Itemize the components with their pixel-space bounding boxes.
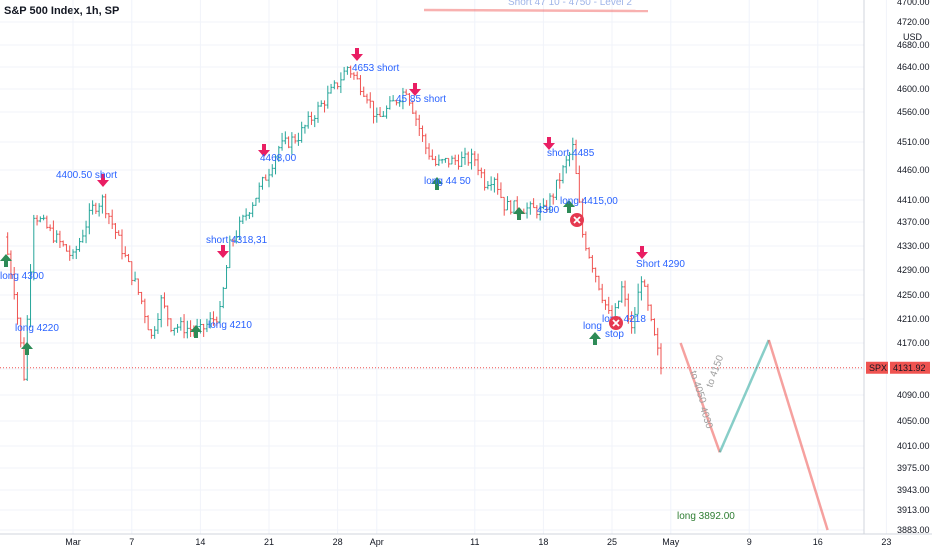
price-tick-label: 4050.00 [897, 416, 930, 426]
annotation-label: stop [605, 329, 624, 340]
projection-label: to 4050 [687, 370, 708, 406]
annotation-label: 4390 [537, 205, 560, 216]
price-tick-label: 3883.00 [897, 525, 930, 535]
short-arrow-icon [217, 245, 229, 258]
stop-cross-icon [573, 216, 581, 224]
time-tick-label: 21 [264, 537, 274, 547]
long-arrow-icon [21, 342, 33, 355]
annotation-label: long 44 50 [424, 176, 471, 187]
short-arrow-icon [258, 144, 270, 157]
long-arrow-icon [0, 254, 12, 267]
time-tick-label: 25 [607, 537, 617, 547]
annotation-label: short 4485 [547, 148, 595, 159]
annotation-label: long 4210 [208, 320, 252, 331]
level-line-label: Short 47 10 - 4750 - Level 2 [508, 0, 632, 8]
price-tick-label: 4600.00 [897, 84, 930, 94]
projection-label: 4030 [697, 406, 714, 431]
price-tick-label: 4680.00 [897, 40, 930, 50]
time-tick-label: May [662, 537, 680, 547]
annotation-label: Short 4290 [636, 259, 685, 270]
price-tick-label: 3975.00 [897, 463, 930, 473]
time-tick-label: 18 [538, 537, 548, 547]
time-tick-label: 23 [881, 537, 891, 547]
price-tick-label: 4330.00 [897, 241, 930, 251]
time-tick-label: 28 [333, 537, 343, 547]
short-arrow-icon [409, 83, 421, 96]
price-tick-label: 4560.00 [897, 107, 930, 117]
stop-cross-icon [612, 319, 620, 327]
projection-up-line [718, 339, 770, 453]
last-price-label: 4131.92 [893, 363, 926, 373]
projection-down-line [679, 342, 721, 453]
short-arrow-icon [636, 246, 648, 259]
chart-title: S&P 500 Index, 1h, SP [4, 5, 120, 17]
annotation-label: short 4318,31 [206, 235, 268, 246]
grid [0, 0, 887, 534]
short-arrow-icon [351, 48, 363, 61]
annotation-label: long 4220 [15, 323, 59, 334]
ohlc-bars [0, 65, 864, 381]
price-tick-label: 4290.00 [897, 265, 930, 275]
time-tick-label: Apr [370, 537, 384, 547]
level-line [423, 8, 649, 13]
long-arrow-icon [190, 325, 202, 338]
time-tick-label: 16 [813, 537, 823, 547]
annotations: 4400.50 short long 4300 long 4220 long 4210… [0, 48, 735, 522]
annotation-label: long 3892.00 [677, 511, 735, 522]
price-tick-label: 4510.00 [897, 137, 930, 147]
long-arrow-icon [589, 332, 601, 345]
price-tick-label: 4640.00 [897, 62, 930, 72]
price-axis-top-label: 4700.00 [897, 0, 930, 7]
annotation-label: 45 85 short [396, 94, 446, 105]
time-tick-label: 7 [129, 537, 134, 547]
projection-long-down-line [767, 339, 829, 531]
price-tick-label: 4410.00 [897, 195, 930, 205]
currency-label: USD [903, 32, 923, 42]
annotation-label: 4653 short [352, 63, 399, 74]
price-axis[interactable]: 4700.00 4720.00 4680.00 4640.00 4600.00 4560.… [863, 0, 930, 535]
annotation-label: long [583, 321, 602, 332]
price-tick-label: 4250.00 [897, 290, 930, 300]
price-tick-label: 3913.00 [897, 505, 930, 515]
short-arrow-icon [97, 174, 109, 187]
annotation-label: 4468,00 [260, 153, 297, 164]
symbol-tag [866, 361, 888, 374]
price-tick-label: 4010.00 [897, 441, 930, 451]
price-tick-label: 4720.00 [897, 17, 930, 27]
annotation-label: long 4300 [0, 271, 44, 282]
price-tick-label: 4170.00 [897, 338, 930, 348]
annotation-label: long 4218 [602, 314, 646, 325]
annotation-label: long 4415,00 [560, 196, 618, 207]
long-arrow-icon [563, 200, 575, 213]
symbol-tag-label: SPX [869, 363, 887, 373]
price-tick-label: 4370.00 [897, 217, 930, 227]
price-tick-label: 3943.00 [897, 485, 930, 495]
time-tick-label: 11 [470, 537, 479, 547]
time-axis[interactable]: Mar 7 14 21 28 Apr 11 18 25 May 9 16 23 [0, 533, 932, 547]
time-tick-label: 9 [747, 537, 752, 547]
price-tick-label: 4460.00 [897, 165, 930, 175]
last-price-tag [890, 361, 930, 374]
projection-label: to 4150 [704, 353, 726, 389]
annotation-label: 4400.50 short [56, 170, 117, 181]
time-tick-label: 14 [195, 537, 205, 547]
time-tick-label: Mar [65, 537, 81, 547]
short-arrow-icon [543, 137, 555, 150]
long-arrow-icon [431, 177, 443, 190]
long-arrow-icon [513, 207, 525, 220]
price-tick-label: 4210.00 [897, 314, 930, 324]
price-tick-label: 4090.00 [897, 390, 930, 400]
